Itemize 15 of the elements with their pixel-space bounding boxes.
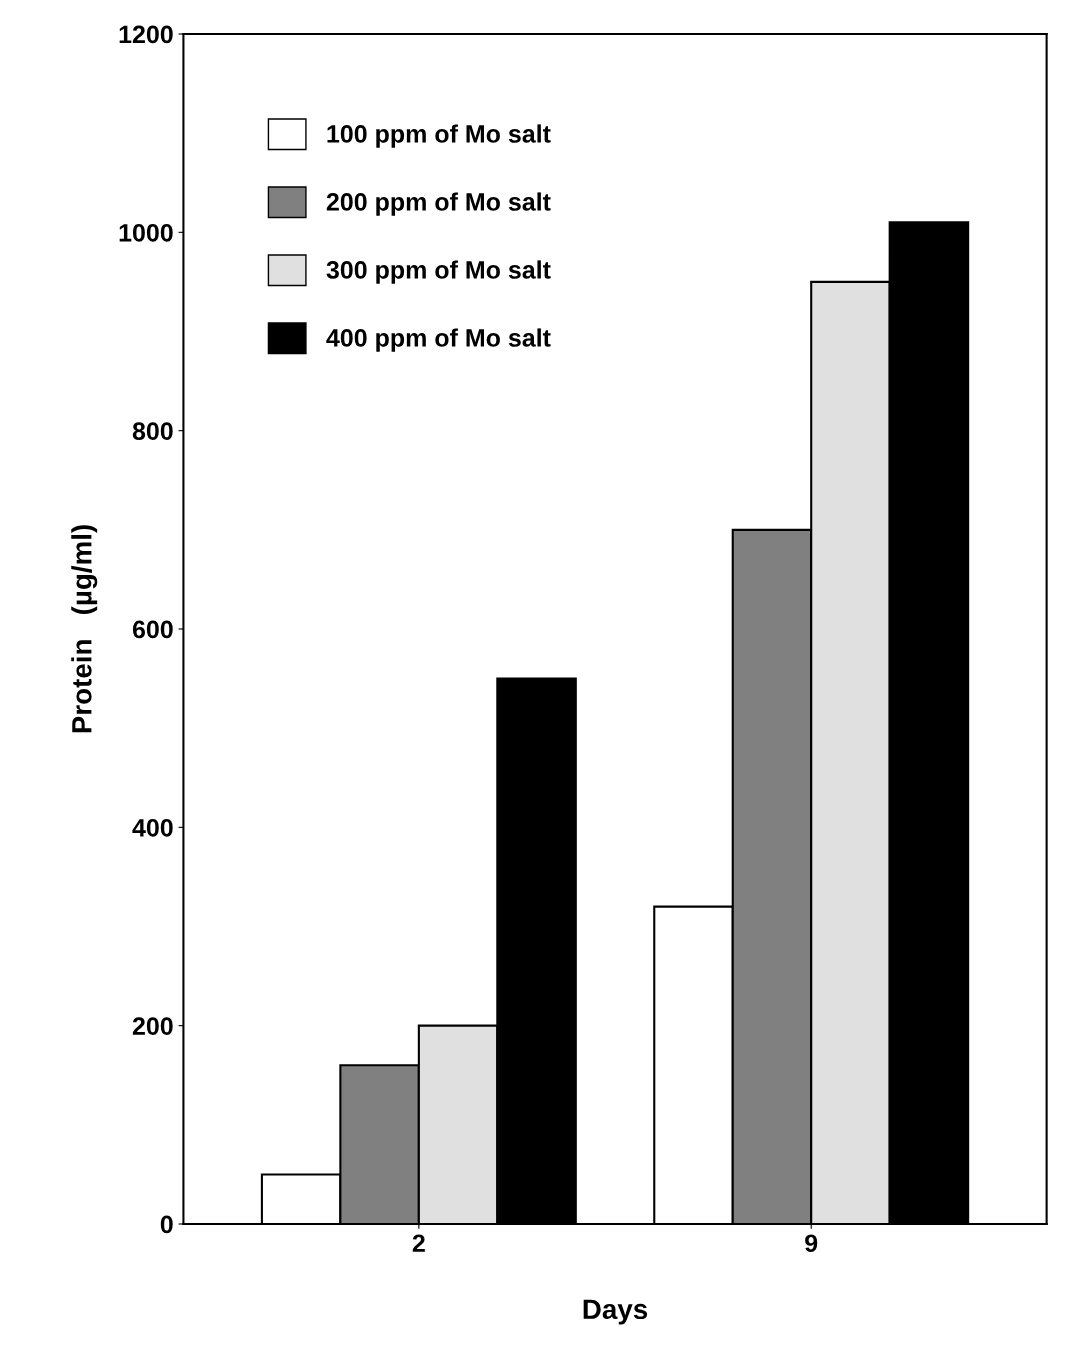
legend-label: 200 ppm of Mo salt <box>326 192 551 216</box>
y-tick-label: 800 <box>132 422 173 440</box>
y-tick-label: 1000 <box>119 223 173 242</box>
y-tick-label: 400 <box>132 818 173 837</box>
legend-label: 300 ppm of Mo salt <box>326 260 551 284</box>
y-tick-label: 1200 <box>119 25 173 44</box>
x-axis-title: Days <box>583 1299 648 1325</box>
legend-label: 400 ppm of Mo salt <box>326 328 551 352</box>
y-axis-title: Protein (µg/ml) <box>71 525 98 733</box>
y-tick-label: 600 <box>132 620 173 639</box>
legend-label: 100 ppm of Mo salt <box>327 124 551 148</box>
x-tick-label: 2 <box>412 1234 425 1252</box>
x-tick-label: 9 <box>805 1234 818 1253</box>
y-tick-label: 0 <box>160 1215 173 1234</box>
y-tick-label: 200 <box>132 1017 173 1035</box>
